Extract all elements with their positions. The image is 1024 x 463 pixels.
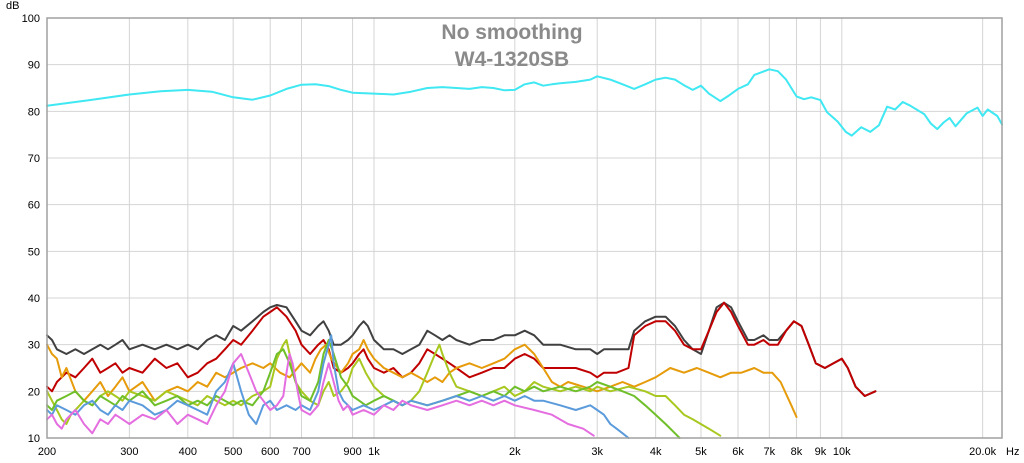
x-tick-label: 300: [120, 446, 138, 458]
y-tick-label: 80: [28, 106, 40, 118]
x-axis-unit: Hz: [1006, 446, 1019, 458]
series-line: [46, 339, 681, 439]
x-tick-label: 700: [292, 446, 310, 458]
grid-lines: [47, 18, 1002, 438]
series-lines: [46, 68, 1003, 439]
x-tick-label: 8k: [791, 446, 803, 458]
x-tick-label: 20.0k: [969, 446, 996, 458]
series-line: [46, 301, 877, 397]
x-tick-label: 400: [179, 446, 197, 458]
x-tick-label: 200: [38, 446, 56, 458]
x-tick-label: 9k: [815, 446, 827, 458]
y-tick-label: 90: [28, 60, 40, 72]
y-tick-label: 60: [28, 200, 40, 212]
plot-frame: [46, 17, 1003, 439]
x-tick-label: 7k: [764, 446, 776, 458]
y-tick-label: 70: [28, 153, 40, 165]
x-tick-label: 4k: [650, 446, 662, 458]
x-tick-label: 2k: [509, 446, 521, 458]
y-tick-label: 50: [28, 246, 40, 258]
series-line: [46, 68, 1003, 137]
x-tick-label: 1k: [368, 446, 380, 458]
y-tick-label: 20: [28, 386, 40, 398]
x-tick-labels: 200 300 400 500 600 700 900 1k 2k 3k 4k 5k 6k 7k 8k 9k 1…: [38, 446, 997, 458]
y-axis-label: dB: [6, 0, 19, 12]
y-tick-label: 100: [22, 13, 40, 25]
x-tick-label: 500: [224, 446, 242, 458]
x-tick-label: 900: [343, 446, 361, 458]
x-tick-label: 6k: [732, 446, 744, 458]
x-tick-label: 5k: [695, 446, 707, 458]
chart-subtitle: W4-1320SB: [455, 48, 569, 71]
y-tick-labels: 10 20 30 40 50 60 70 80 90 100: [22, 13, 40, 445]
x-tick-label: 10k: [833, 446, 851, 458]
series-line: [46, 353, 595, 437]
x-tick-label: 3k: [591, 446, 603, 458]
series-line: [46, 334, 630, 439]
y-tick-label: 10: [28, 433, 40, 445]
y-tick-label: 30: [28, 340, 40, 352]
series-line: [46, 339, 798, 418]
y-tick-label: 40: [28, 293, 40, 305]
chart-title: No smoothing: [441, 21, 582, 44]
x-tick-label: 600: [261, 446, 279, 458]
